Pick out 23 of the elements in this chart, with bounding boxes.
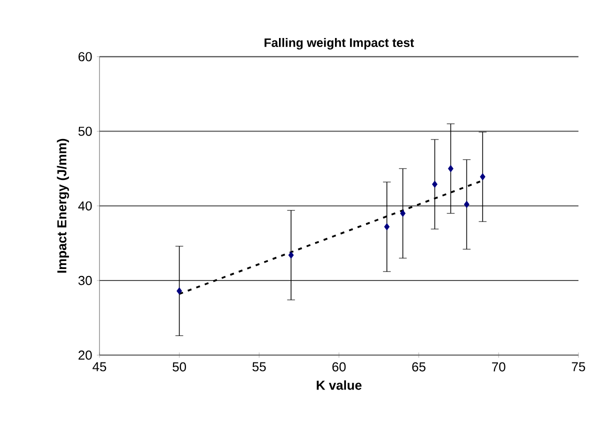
x-tick-label: 70 — [492, 362, 506, 372]
x-tick-label: 55 — [252, 362, 266, 372]
x-tick-label: 75 — [572, 362, 586, 372]
y-tick-label: 20 — [78, 350, 92, 360]
x-axis-title: K value — [316, 380, 362, 390]
chart-title: Falling weight Impact test — [264, 38, 414, 50]
point — [400, 210, 406, 217]
y-axis-title: Impact Energy (J/mm) — [56, 139, 70, 273]
x-tick-label: 45 — [92, 362, 106, 372]
x-tick-label: 50 — [172, 362, 186, 372]
point — [448, 165, 454, 172]
x-tick-label: 65 — [412, 362, 426, 372]
y-tick-label: 40 — [78, 201, 92, 211]
y-tick-label: 60 — [78, 52, 92, 62]
point — [176, 288, 182, 295]
point — [464, 201, 470, 208]
point — [288, 252, 294, 259]
point — [480, 173, 486, 180]
point — [432, 180, 438, 188]
x-tick-label: 60 — [332, 362, 346, 372]
y-tick-label: 50 — [78, 126, 92, 136]
y-tick-label: 30 — [78, 276, 92, 286]
point — [384, 223, 390, 230]
